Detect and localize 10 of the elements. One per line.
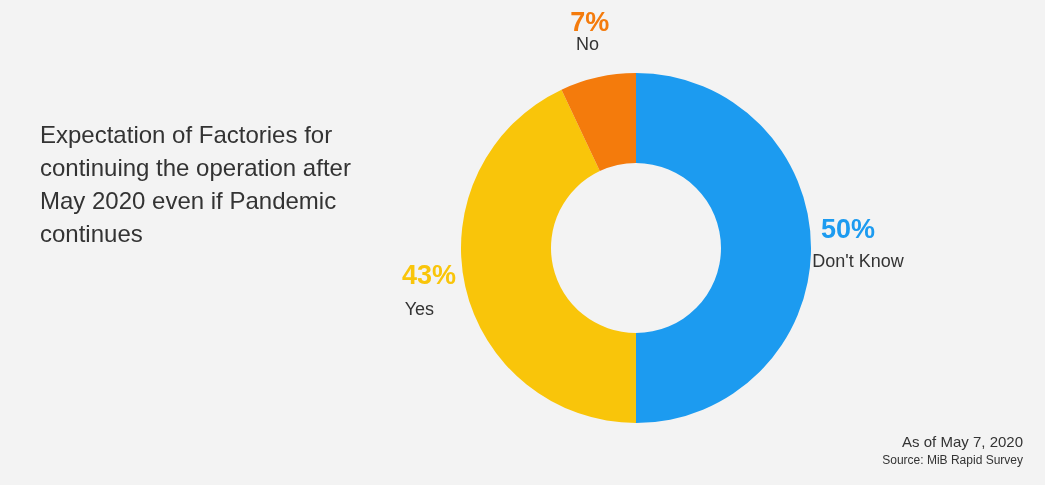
- text: As of May 7, 2020: [901, 432, 1023, 451]
- donut-slice: [636, 73, 811, 423]
- source-note: Source: MiB Rapid Survey: [882, 452, 1023, 469]
- donut-slice: [461, 89, 636, 423]
- data-label: 43%: [402, 260, 457, 291]
- data-label: 50%: [820, 214, 876, 244]
- donut-slice: [561, 73, 636, 172]
- slice-label: Yes: [404, 299, 435, 320]
- text: Expectation of Factories for continuing the operation after May 2020 even if Pandemic continues: [40, 120, 352, 249]
- slice-label: Don't Know: [812, 251, 905, 271]
